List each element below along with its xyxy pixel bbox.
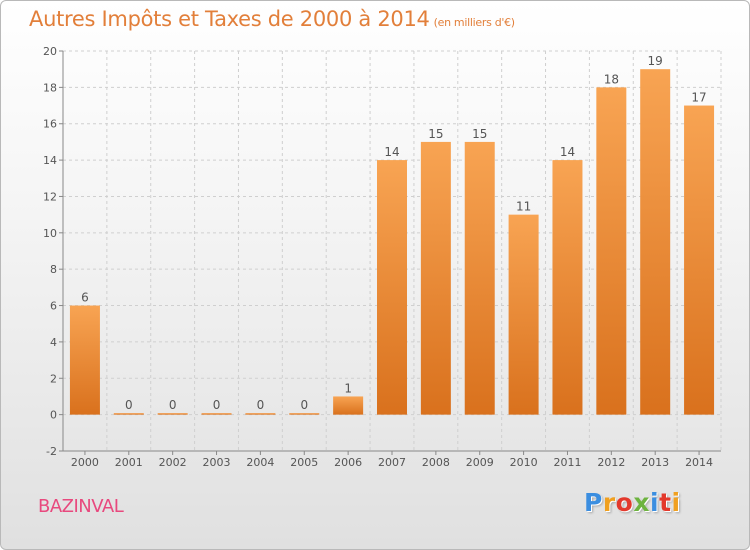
- data-label: 6: [81, 291, 89, 305]
- x-tick-label: 2005: [290, 456, 318, 469]
- bar: [113, 413, 144, 415]
- proxiti-logo: Proxiti: [584, 488, 694, 528]
- y-tick-label: 14: [43, 154, 57, 167]
- y-tick-label: 6: [50, 300, 57, 313]
- commune-name: BAZINVAL: [38, 496, 124, 517]
- x-tick-label: 2008: [422, 456, 450, 469]
- bar: [640, 69, 671, 415]
- chart-title-text: Autres Impôts et Taxes de 2000 à 2014: [29, 7, 430, 31]
- labels: 2000 6 2001 0 2002 0 2003 0 2004 0 2005 0 2006 1 2007 1…: [71, 54, 713, 469]
- y-tick-label: 16: [43, 118, 57, 131]
- data-label: 18: [604, 72, 619, 86]
- bar: [420, 141, 451, 415]
- y-tick-label: 8: [50, 263, 57, 276]
- y-tick-label: 2: [50, 372, 57, 385]
- y-tick-label: -2: [46, 445, 57, 458]
- y-tick-label: 4: [50, 336, 57, 349]
- data-label: 15: [428, 127, 443, 141]
- logo-letter: P: [584, 488, 603, 517]
- x-tick-label: 2000: [71, 456, 99, 469]
- data-label: 0: [300, 398, 308, 412]
- y-tick-label: 18: [43, 81, 57, 94]
- y-tick-label: 12: [43, 190, 57, 203]
- bar: [464, 141, 495, 415]
- bar: [289, 413, 320, 415]
- x-tick-label: 2014: [685, 456, 713, 469]
- x-tick-label: 2006: [334, 456, 362, 469]
- data-label: 0: [257, 398, 265, 412]
- bar: [684, 105, 715, 415]
- x-tick-label: 2001: [115, 456, 143, 469]
- data-label: 19: [648, 54, 663, 68]
- bar: [245, 413, 276, 415]
- y-tick-label: 10: [43, 227, 57, 240]
- bar: [596, 87, 627, 415]
- logo-letter: o: [615, 488, 634, 517]
- y-tick-label: 20: [43, 45, 57, 58]
- logo-letter: x: [633, 488, 650, 517]
- data-label: 14: [384, 145, 399, 159]
- data-label: 15: [472, 127, 487, 141]
- x-tick-label: 2007: [378, 456, 406, 469]
- x-tick-label: 2010: [510, 456, 538, 469]
- bar: [508, 214, 539, 415]
- bar: [157, 413, 188, 415]
- data-label: 0: [213, 398, 221, 412]
- x-tick-label: 2013: [641, 456, 669, 469]
- x-tick-label: 2002: [159, 456, 187, 469]
- bar: [552, 160, 583, 415]
- x-tick-label: 2011: [553, 456, 581, 469]
- x-tick-label: 2003: [203, 456, 231, 469]
- data-label: 14: [560, 145, 575, 159]
- y-tick-label: 0: [50, 409, 57, 422]
- data-label: 1: [344, 381, 352, 395]
- x-tick-label: 2012: [597, 456, 625, 469]
- x-tick-label: 2004: [246, 456, 274, 469]
- logo-letter: i: [671, 488, 681, 517]
- data-label: 17: [691, 91, 706, 105]
- logo-letter: r: [602, 488, 616, 517]
- data-label: 11: [516, 200, 531, 214]
- x-tick-label: 2009: [466, 456, 494, 469]
- data-label: 0: [169, 398, 177, 412]
- bars: [69, 69, 715, 415]
- bar: [69, 305, 100, 415]
- data-label: 0: [125, 398, 133, 412]
- bar: [333, 396, 364, 415]
- chart-title: Autres Impôts et Taxes de 2000 à 2014 (en…: [29, 7, 515, 31]
- logo-letter: t: [659, 488, 672, 517]
- bar: [201, 413, 232, 415]
- chart-subtitle: (en milliers d'€): [433, 16, 515, 29]
- bar: [377, 160, 407, 415]
- logo-letter: i: [650, 488, 660, 517]
